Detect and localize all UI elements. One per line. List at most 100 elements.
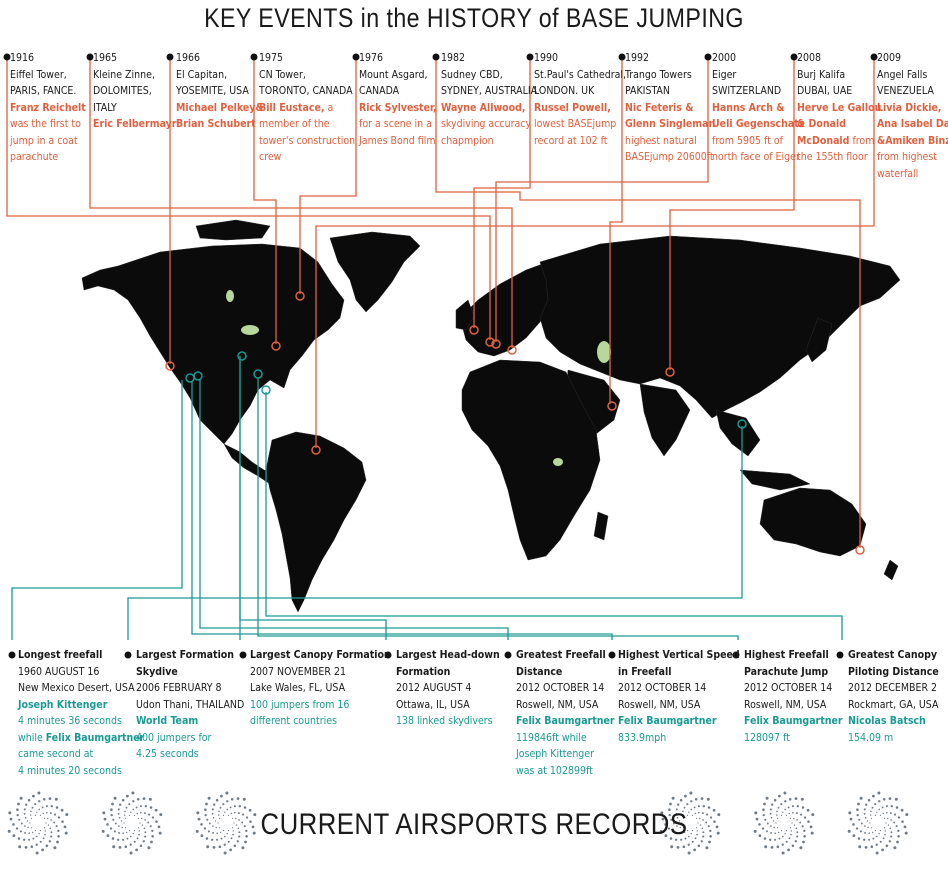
marker-1965: [507, 345, 517, 355]
record-holder: Joseph Kittenger: [18, 698, 108, 711]
swirl-ornament: [847, 791, 909, 855]
record-detail: 4 minutes 36 seconds: [18, 715, 122, 727]
marker-ottawa: [237, 351, 247, 361]
event-jumper: Hanns Arch &: [712, 101, 785, 114]
record-connectors: [11, 356, 843, 640]
event-entry: 2000 Eiger SWITZERLAND Hanns Arch & Ueli Geg…: [712, 50, 804, 166]
marker-2009: [311, 445, 321, 455]
record-title: Largest Head-down: [396, 649, 500, 661]
event-place: Eiffel Tower,: [10, 68, 67, 81]
event-description: waterfall: [877, 167, 919, 180]
record-place: Lake Wales, FL, USA: [250, 682, 346, 694]
dot-canopy-piloting: [836, 651, 844, 659]
event-place: Trango Towers: [625, 68, 692, 81]
south-america-landmass: [265, 431, 367, 613]
event-entry: 1975 CN Tower, TORONTO, CANADA Bill Eustace…: [259, 50, 355, 166]
dot-freefall-distance: [504, 651, 512, 659]
record-entry: Largest Head-down Formation 2012 AUGUST 4 O…: [396, 647, 514, 730]
event-description: was the first to: [10, 118, 81, 130]
greenland-landmass: [329, 231, 421, 313]
event-jumper: Franz Reichelt: [10, 101, 86, 114]
record-entry: Greatest Freefall Distance 2012 OCTOBER 14…: [516, 647, 634, 779]
event-jumper: Rick Sylvester,: [359, 101, 437, 114]
new-zealand-landmass: [883, 559, 899, 581]
marker-1976: [295, 291, 305, 301]
event-place: LONDON. UK: [534, 85, 595, 97]
event-jumper: Nic Feteris &: [625, 101, 694, 114]
canada-lake: [226, 290, 234, 302]
connector-1990: [473, 57, 531, 328]
marker-1992: [607, 401, 617, 411]
event-description: skydiving accuracy: [441, 118, 532, 130]
event-year: 1975: [259, 52, 284, 64]
record-holder: Felix Baumgartner: [516, 715, 615, 727]
event-place: CN Tower,: [259, 68, 306, 81]
dot-2009: [870, 53, 878, 61]
record-place: Roswell, NM, USA: [516, 698, 599, 711]
record-detail: 4.25 seconds: [136, 748, 199, 760]
connector-freefall-distance: [199, 380, 509, 640]
record-title: Greatest Canopy: [848, 649, 937, 661]
record-place: Udon Thani, THAILAND: [136, 698, 245, 711]
record-title: Longest freefall: [18, 649, 103, 661]
record-detail: Joseph Kittenger: [516, 748, 595, 760]
record-detail: 4 minutes 20 seconds: [18, 764, 122, 777]
event-description: chapmpion: [441, 134, 494, 147]
connector-freefall-jump: [257, 378, 739, 640]
swirl-ornament: [195, 791, 257, 855]
event-entry: 2008 Burj Kalifa DUBAI, UAE Herve Le Gallou…: [797, 50, 885, 166]
record-detail: came second at: [18, 748, 94, 760]
record-place: Rockmart, GA, USA: [848, 698, 939, 711]
dot-longest-freefall: [8, 651, 16, 659]
record-date: 2012 OCTOBER 14: [618, 682, 707, 694]
lake-victoria: [553, 458, 563, 466]
event-detail-line: Ana Isabel Dao: [877, 116, 948, 133]
north-america-landmass: [81, 243, 345, 445]
record-entry: Greatest Canopy Piloting Distance 2012 DEC…: [848, 647, 948, 746]
event-jumper: Livia Dickie,: [877, 101, 942, 114]
swirl-ornaments: [7, 791, 909, 855]
event-year: 1966: [176, 52, 201, 64]
event-place: PARIS, FANCE.: [10, 85, 77, 97]
marker-1990: [469, 325, 479, 335]
record-date: 2007 NOVEMBER 21: [250, 665, 346, 678]
event-description: from 5905 ft of: [712, 134, 783, 147]
connector-1965: [89, 57, 513, 348]
event-entry: 1916 Eiffel Tower, PARIS, FANCE. Franz Reic…: [10, 50, 98, 166]
record-detail: different countries: [250, 715, 337, 727]
event-detail-line: McDonald from: [797, 133, 885, 150]
event-entry: 1976 Mount Asgard, CANADA Rick Sylvester, fo…: [359, 50, 447, 149]
record-entry: Highest Vertical Speed in Freefall 2012 OC…: [618, 647, 740, 746]
event-markers: [165, 291, 865, 555]
dot-1990: [526, 53, 534, 61]
event-jumper: Eric Felbermayr: [93, 118, 177, 130]
dot-1982: [432, 53, 440, 61]
event-detail-line: Russel Powell,: [534, 100, 622, 117]
event-detail-line: Glenn Singleman: [625, 116, 715, 133]
event-description: crew: [259, 151, 282, 163]
record-holder: Felix Baumgartner: [618, 715, 717, 727]
connector-1982: [435, 57, 861, 548]
event-description: James Bond film: [359, 134, 436, 147]
record-date: 2012 AUGUST 4: [396, 682, 472, 694]
event-description: for a scene in a: [359, 118, 432, 130]
event-detail-line: Brian Schubert: [176, 116, 264, 133]
event-description: north face of Eiger: [712, 151, 800, 163]
record-entry: Longest freefall 1960 AUGUST 16 New Mexico…: [18, 647, 144, 779]
event-entry: 1982 Sudney CBD, SYDNEY, AUSTRALIA Wayne Al…: [441, 50, 538, 149]
dot-freefall-jump: [732, 651, 740, 659]
event-jumper: Wayne Allwood,: [441, 101, 526, 114]
event-jumper: &Amiken Binz,: [877, 134, 948, 147]
dot-2000: [704, 53, 712, 61]
event-place: Burj Kalifa: [797, 68, 846, 81]
event-place: SYDNEY, AUSTRALIA: [441, 85, 538, 97]
record-detail: 119846ft while: [516, 731, 587, 744]
record-title: Largest Formation: [136, 649, 235, 661]
record-detail: 100 jumpers from 16: [250, 698, 350, 711]
event-dots: [3, 53, 878, 61]
event-year: 2000: [712, 52, 737, 64]
marker-2008: [665, 367, 675, 377]
dot-1966: [166, 53, 174, 61]
event-detail-line: Franz Reichelt: [10, 100, 98, 117]
